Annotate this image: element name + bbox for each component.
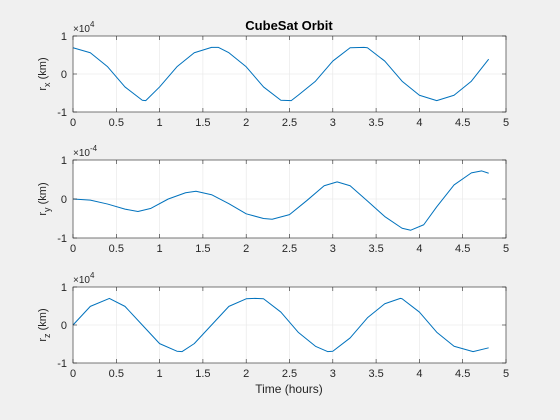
y-tick-label: 0	[61, 194, 67, 206]
y-axis-label: ry (km)	[37, 182, 52, 215]
y-tick-label: 1	[61, 155, 67, 167]
x-tick-label: 1.5	[195, 117, 210, 129]
x-tick-label: 5	[503, 243, 509, 255]
x-tick-label: 1.5	[195, 243, 210, 255]
x-tick-label: 3.5	[368, 368, 383, 380]
x-tick-label: 2.5	[282, 368, 297, 380]
x-tick-label: 3.5	[368, 117, 383, 129]
x-tick-label: 3	[330, 117, 336, 129]
data-line-y	[72, 170, 489, 231]
x-tick-label: 0.5	[109, 117, 124, 129]
x-tick-label: 4	[416, 117, 422, 129]
exponent-label: ×104	[73, 271, 95, 286]
exponent-label: ×10-4	[73, 144, 98, 159]
x-tick-label: 3	[330, 368, 336, 380]
x-tick-label: 4.5	[455, 368, 470, 380]
x-tick-label: 2.5	[282, 243, 297, 255]
x-tick-label: 5	[503, 368, 509, 380]
exponent-label: ×104	[73, 20, 95, 35]
x-tick-label: 4	[416, 368, 422, 380]
y-tick-label: 1	[61, 282, 67, 294]
y-tick-label: 0	[61, 69, 67, 81]
x-tick-label: 1	[157, 368, 163, 380]
data-line-z	[72, 297, 489, 353]
y-axis-label: rx (km)	[37, 57, 52, 90]
x-tick-label: 0.5	[109, 368, 124, 380]
x-axis-label: Time (hours)	[255, 382, 323, 396]
data-line-x	[72, 46, 490, 102]
x-tick-label: 2	[243, 243, 249, 255]
x-tick-label: 5	[503, 117, 509, 129]
y-tick-label: 0	[61, 320, 67, 332]
x-tick-label: 1	[157, 243, 163, 255]
x-tick-label: 4.5	[455, 243, 470, 255]
y-tick-label: -1	[57, 233, 67, 245]
x-tick-label: 1.5	[195, 368, 210, 380]
figure-title: CubeSat Orbit	[245, 18, 333, 33]
x-tick-label: 2.5	[282, 117, 297, 129]
x-tick-label: 4.5	[455, 117, 470, 129]
x-tick-label: 4	[416, 243, 422, 255]
x-tick-label: 2	[243, 117, 249, 129]
y-tick-label: 1	[61, 31, 67, 43]
x-tick-label: 0	[70, 368, 76, 380]
x-tick-label: 0	[70, 117, 76, 129]
x-tick-label: 0.5	[109, 243, 124, 255]
x-tick-label: 3	[330, 243, 336, 255]
x-tick-label: 3.5	[368, 243, 383, 255]
y-tick-label: -1	[57, 107, 67, 119]
y-tick-label: -1	[57, 358, 67, 370]
x-tick-label: 2	[243, 368, 249, 380]
x-tick-label: 1	[157, 117, 163, 129]
subplot-y: 0 0.5 1 1.5 2 2.5 3 3.5 4 4.5 5-101×10-4ry (km)	[37, 144, 509, 255]
y-axis-label: rz (km)	[37, 308, 52, 341]
x-tick-label: 0	[70, 243, 76, 255]
